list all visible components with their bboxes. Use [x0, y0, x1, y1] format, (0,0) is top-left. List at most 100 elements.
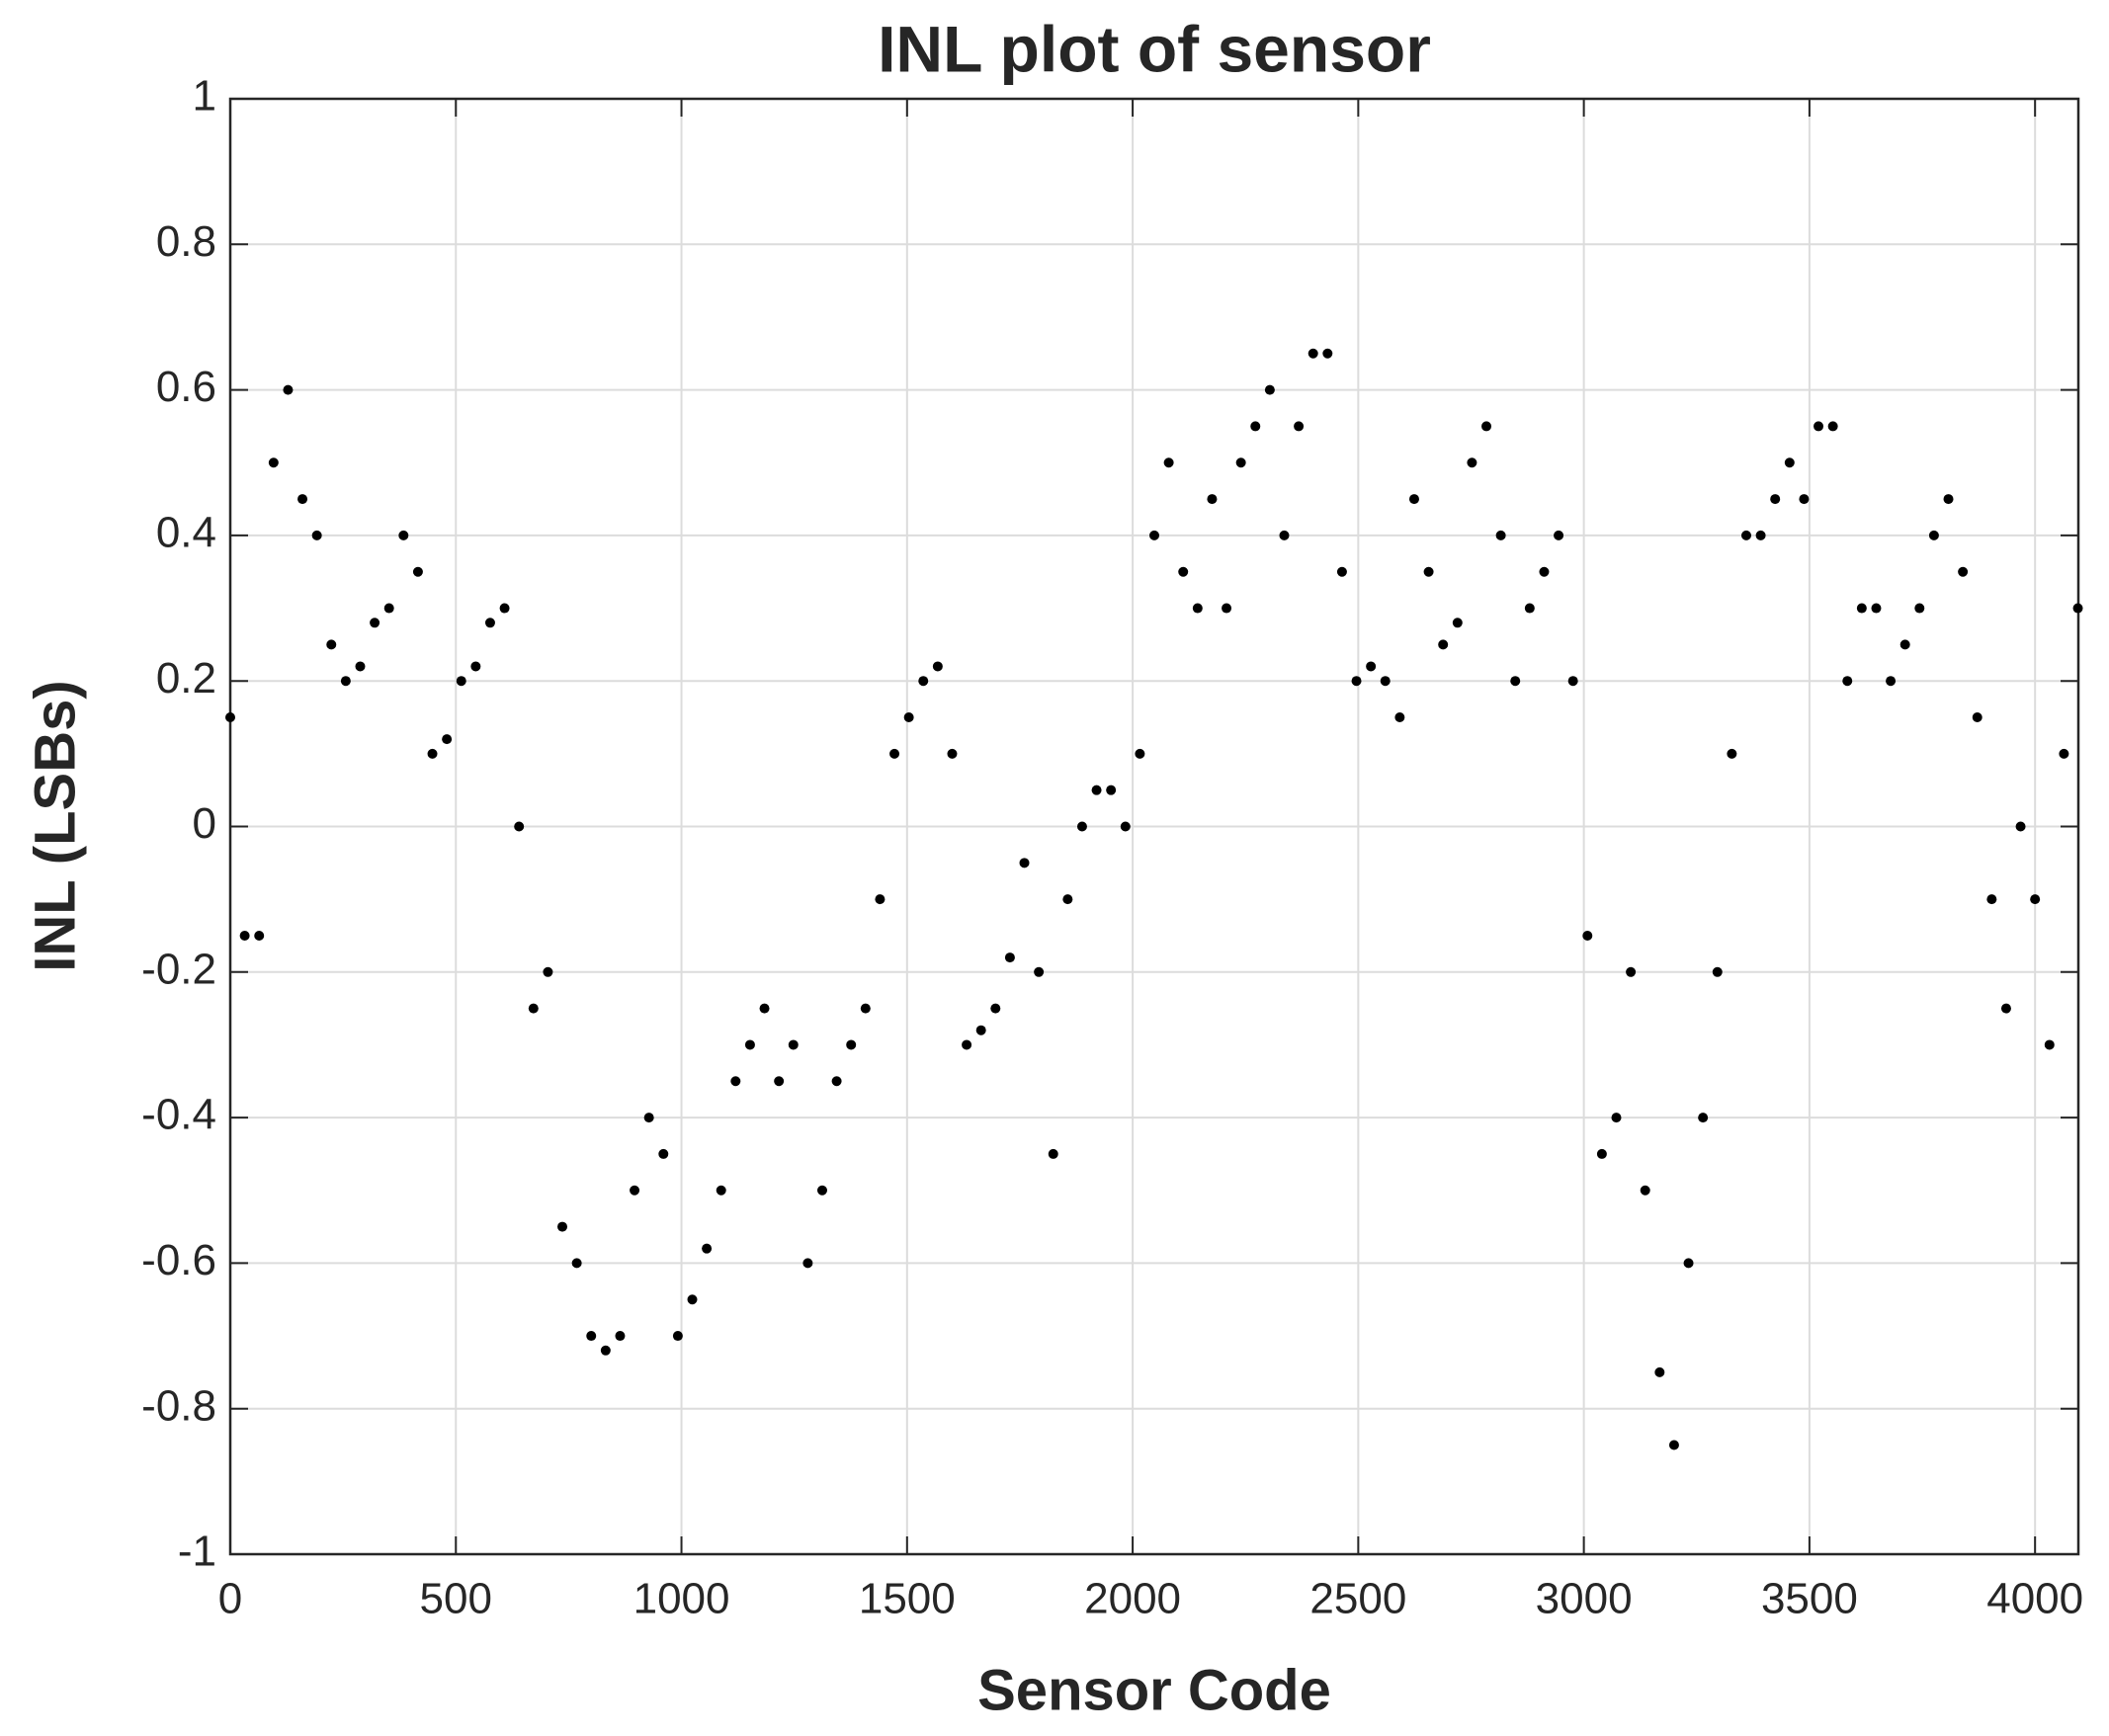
point: [427, 748, 438, 759]
point: [788, 1039, 799, 1050]
point: [1958, 566, 1969, 577]
point: [831, 1076, 842, 1087]
point: [557, 1221, 568, 1232]
point: [932, 661, 943, 672]
point: [586, 1331, 597, 1342]
point: [543, 966, 553, 977]
axes-box: [228, 97, 2080, 1556]
point: [975, 1025, 986, 1035]
point: [1871, 603, 1882, 614]
point: [484, 618, 495, 628]
point: [918, 676, 929, 687]
point: [225, 712, 235, 723]
point: [1163, 457, 1174, 468]
point: [672, 1331, 683, 1342]
point: [2030, 894, 2041, 905]
y-tick-label: 0: [193, 799, 216, 848]
point: [600, 1345, 611, 1356]
point: [1727, 748, 1737, 759]
point: [1452, 618, 1463, 628]
point: [1308, 348, 1318, 359]
point: [1640, 1185, 1650, 1196]
point: [774, 1076, 785, 1087]
point: [1178, 566, 1189, 577]
point: [1510, 676, 1521, 687]
point: [1668, 1440, 1679, 1450]
y-tick-label: 0.8: [156, 217, 216, 266]
point: [846, 1039, 857, 1050]
y-tick-label: -1: [178, 1528, 216, 1576]
point: [1626, 966, 1637, 977]
point: [687, 1294, 698, 1305]
point: [1842, 676, 1853, 687]
point: [370, 618, 380, 628]
point: [1120, 821, 1131, 832]
x-tick-label: 500: [420, 1575, 492, 1623]
point: [326, 639, 337, 650]
point: [658, 1148, 669, 1159]
point: [990, 1003, 1001, 1014]
point: [254, 930, 265, 941]
point: [340, 676, 351, 687]
point: [903, 712, 914, 723]
point: [1091, 785, 1102, 795]
point: [1004, 952, 1015, 963]
point: [1366, 661, 1377, 672]
point: [1423, 566, 1434, 577]
point: [1351, 676, 1362, 687]
point: [2059, 748, 2069, 759]
point: [2072, 603, 2083, 614]
point: [1814, 421, 1824, 432]
point: [730, 1076, 741, 1087]
point: [615, 1331, 626, 1342]
point: [355, 661, 366, 672]
point: [1062, 894, 1073, 905]
point: [702, 1243, 713, 1254]
point: [1770, 494, 1781, 505]
point: [962, 1039, 972, 1050]
y-axis-label: INL (LSBs): [23, 680, 87, 971]
point: [442, 734, 453, 745]
point: [1222, 603, 1232, 614]
point: [1279, 530, 1290, 540]
point: [1207, 494, 1218, 505]
x-axis-label: Sensor Code: [977, 1658, 1331, 1722]
point: [875, 894, 886, 905]
point: [1712, 966, 1723, 977]
point: [470, 661, 481, 672]
point: [239, 930, 250, 941]
point: [947, 748, 958, 759]
point: [297, 494, 308, 505]
point: [1914, 603, 1925, 614]
point: [514, 821, 525, 832]
x-tick-label: 2000: [1084, 1575, 1181, 1623]
point: [499, 603, 510, 614]
point: [1250, 421, 1261, 432]
x-tick-label: 0: [218, 1575, 242, 1623]
point: [1899, 639, 1910, 650]
point: [1394, 712, 1405, 723]
point: [268, 457, 279, 468]
y-tick-label: -0.6: [141, 1236, 216, 1284]
point: [1294, 421, 1305, 432]
y-tick-label: 1: [193, 72, 216, 121]
point: [1135, 748, 1145, 759]
x-tick-label: 1000: [633, 1575, 730, 1623]
point: [1235, 457, 1246, 468]
point: [1683, 1258, 1694, 1269]
point: [1856, 603, 1867, 614]
point: [1799, 494, 1810, 505]
point: [1076, 821, 1087, 832]
x-tick-label: 3500: [1761, 1575, 1858, 1623]
point: [2015, 821, 2026, 832]
point: [643, 1113, 654, 1123]
point: [1481, 421, 1492, 432]
point: [1611, 1113, 1622, 1123]
x-tick-label: 4000: [1986, 1575, 2083, 1623]
x-tick-label: 2500: [1309, 1575, 1406, 1623]
point: [1827, 421, 1838, 432]
point: [1582, 930, 1593, 941]
